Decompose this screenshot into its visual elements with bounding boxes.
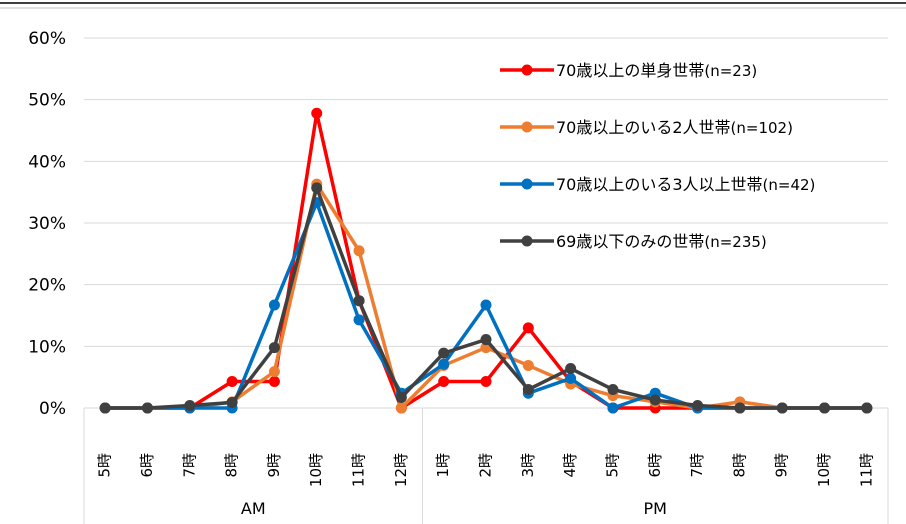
data-point bbox=[607, 384, 619, 395]
x-tick-label: 3時 bbox=[519, 453, 537, 478]
y-tick-label: 50% bbox=[28, 91, 66, 111]
x-tick-label: 7時 bbox=[688, 453, 706, 478]
data-point bbox=[226, 375, 238, 387]
legend-swatch-marker bbox=[521, 64, 533, 76]
data-point bbox=[395, 392, 407, 404]
data-point bbox=[268, 342, 280, 354]
data-point bbox=[522, 384, 534, 395]
group-label: PM bbox=[644, 499, 667, 518]
legend-item: 70歳以上のいる3人以上世帯(n=42) bbox=[500, 175, 815, 194]
data-point bbox=[438, 375, 450, 387]
data-point bbox=[649, 394, 661, 406]
data-point bbox=[311, 182, 323, 194]
y-tick-label: 20% bbox=[28, 276, 66, 296]
x-tick-label: 2時 bbox=[477, 453, 495, 478]
data-point bbox=[311, 107, 323, 119]
data-point bbox=[438, 358, 450, 370]
legend-item: 70歳以上のいる2人世帯(n=102) bbox=[500, 118, 793, 137]
legend-swatch-marker bbox=[521, 121, 533, 133]
data-point bbox=[522, 322, 534, 334]
data-point bbox=[480, 299, 492, 311]
legend: 70歳以上の単身世帯(n=23)70歳以上のいる2人世帯(n=102)70歳以上… bbox=[500, 61, 815, 251]
legend-series-n: (n=23) bbox=[704, 62, 757, 80]
data-point bbox=[522, 359, 534, 371]
x-tick-label: 6時 bbox=[646, 453, 664, 478]
data-point bbox=[734, 402, 746, 414]
x-tick-label: 12時 bbox=[392, 453, 410, 487]
data-point bbox=[565, 372, 577, 384]
legend-series-n: (n=42) bbox=[763, 176, 816, 194]
data-point bbox=[268, 366, 280, 378]
y-tick-label: 10% bbox=[28, 337, 66, 357]
x-tick-label: 11時 bbox=[857, 453, 875, 487]
legend-label: 69歳以下のみの世帯(n=235) bbox=[556, 232, 767, 251]
legend-series-name: 70歳以上のいる3人以上世帯 bbox=[556, 175, 763, 194]
data-point bbox=[353, 245, 365, 257]
x-tick-label: 11時 bbox=[350, 453, 368, 487]
x-tick-label: 9時 bbox=[773, 453, 791, 478]
data-point bbox=[353, 295, 365, 307]
data-point bbox=[480, 375, 492, 387]
y-axis-ticks: 0% 10% 20% 30% 40% 50% 60% bbox=[28, 29, 66, 419]
data-point bbox=[141, 402, 153, 414]
data-point bbox=[395, 402, 407, 414]
x-axis: 5時 6時 7時 8時 9時 10時 11時 12時 1時 2時 3時 4時 5時 6時 7時 8時 9時 10時… bbox=[83, 408, 889, 524]
x-tick-label: 5時 bbox=[96, 453, 114, 478]
y-tick-label: 0% bbox=[39, 399, 66, 419]
legend-series-n: (n=102) bbox=[731, 119, 793, 137]
data-point bbox=[226, 396, 238, 408]
data-point bbox=[480, 334, 492, 346]
legend-series-name: 70歳以上の単身世帯 bbox=[556, 61, 704, 80]
y-tick-label: 40% bbox=[28, 152, 66, 172]
data-point bbox=[776, 402, 788, 414]
legend-series-name: 70歳以上のいる2人世帯 bbox=[556, 118, 731, 137]
x-tick-label: 7時 bbox=[180, 453, 198, 478]
x-tick-label: 4時 bbox=[561, 453, 579, 478]
series-group bbox=[99, 182, 873, 414]
legend-label: 70歳以上の単身世帯(n=23) bbox=[556, 61, 757, 80]
data-point bbox=[99, 402, 111, 414]
legend-swatch-marker bbox=[521, 178, 533, 190]
data-point bbox=[819, 402, 831, 414]
x-tick-label: 10時 bbox=[815, 453, 833, 487]
legend-label: 70歳以上のいる3人以上世帯(n=42) bbox=[556, 175, 815, 194]
legend-label: 70歳以上のいる2人世帯(n=102) bbox=[556, 118, 793, 137]
data-point bbox=[861, 402, 873, 414]
x-tick-label: 8時 bbox=[223, 453, 241, 478]
data-point bbox=[607, 402, 619, 414]
x-tick-label: 9時 bbox=[265, 453, 283, 478]
group-label: AM bbox=[241, 499, 266, 518]
data-point bbox=[353, 314, 365, 326]
x-tick-label: 1時 bbox=[434, 453, 452, 478]
x-tick-label: 6時 bbox=[138, 453, 156, 478]
legend-series-n: (n=235) bbox=[704, 233, 766, 251]
x-tick-label: 8時 bbox=[730, 453, 748, 478]
x-tick-label: 5時 bbox=[603, 453, 621, 478]
data-point bbox=[184, 400, 196, 412]
legend-item: 69歳以下のみの世帯(n=235) bbox=[500, 232, 767, 251]
data-point bbox=[438, 347, 450, 359]
legend-swatch-marker bbox=[521, 235, 533, 247]
legend-series-name: 69歳以下のみの世帯 bbox=[556, 232, 704, 251]
y-tick-label: 30% bbox=[28, 214, 66, 234]
y-tick-label: 60% bbox=[28, 29, 66, 49]
data-point bbox=[692, 400, 704, 412]
data-point bbox=[268, 375, 280, 387]
legend-item: 70歳以上の単身世帯(n=23) bbox=[500, 61, 757, 80]
series-lines bbox=[99, 107, 873, 414]
x-tick-label: 10時 bbox=[307, 453, 325, 487]
data-point bbox=[565, 363, 577, 375]
data-point bbox=[268, 299, 280, 311]
